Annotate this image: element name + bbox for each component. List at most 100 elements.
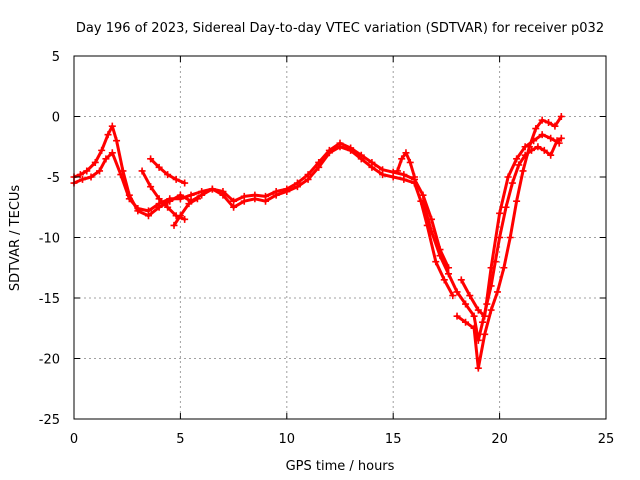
- data-point: [379, 166, 387, 174]
- x-tick-label: 15: [385, 432, 402, 447]
- data-point: [432, 258, 440, 266]
- data-point: [466, 292, 474, 300]
- data-point: [347, 144, 355, 152]
- x-tick-label: 25: [598, 432, 615, 447]
- data-point: [125, 195, 133, 203]
- data-point: [400, 171, 408, 179]
- data-point: [96, 167, 104, 175]
- data-point: [155, 163, 163, 171]
- data-point: [406, 158, 414, 166]
- series-line: [459, 133, 561, 318]
- data-point: [147, 155, 155, 163]
- data-point: [108, 122, 116, 130]
- data-point: [479, 318, 487, 326]
- data-point: [117, 171, 125, 179]
- series-trace-4: [147, 155, 189, 187]
- series-trace-1: [70, 122, 457, 300]
- y-tick-labels: 5 0 -5 -10 -15 -20 -25: [39, 50, 60, 428]
- data-point: [487, 306, 495, 314]
- data-point: [187, 191, 195, 199]
- x-tick-label: 5: [176, 432, 184, 447]
- data-point: [181, 179, 189, 187]
- data-point: [457, 276, 465, 284]
- data-point: [251, 191, 259, 199]
- data-point: [551, 122, 559, 130]
- data-point: [176, 195, 184, 203]
- data-point: [230, 197, 238, 205]
- x-tick-label: 0: [70, 432, 78, 447]
- data-point: [555, 139, 563, 147]
- data-point: [428, 227, 436, 235]
- series-trace-6: [393, 149, 418, 181]
- series-trace-5: [170, 195, 201, 229]
- series-line: [455, 115, 563, 370]
- data-point: [453, 288, 461, 296]
- y-tick-label: -5: [47, 171, 60, 186]
- data-point: [474, 364, 482, 372]
- data-point: [515, 161, 523, 169]
- data-point: [508, 179, 516, 187]
- data-point: [193, 195, 201, 203]
- plot-traces: [70, 113, 565, 372]
- chart-title: Day 196 of 2023, Sidereal Day-to-day VTE…: [76, 21, 604, 36]
- y-tick-label: 0: [52, 111, 60, 126]
- data-point: [230, 203, 238, 211]
- data-point: [198, 188, 206, 196]
- data-point: [283, 185, 291, 193]
- data-point: [481, 330, 489, 338]
- data-point: [147, 183, 155, 191]
- data-point: [530, 137, 538, 145]
- data-point: [389, 168, 397, 176]
- y-axis-label: SDTVAR / TECUs: [8, 185, 23, 292]
- data-point: [293, 179, 301, 187]
- data-point: [108, 149, 116, 157]
- data-point: [506, 234, 514, 241]
- data-point: [513, 155, 521, 163]
- data-point: [513, 197, 521, 205]
- data-point: [262, 192, 270, 200]
- data-point: [104, 131, 112, 139]
- data-point: [219, 188, 227, 196]
- data-point: [547, 134, 555, 142]
- data-point: [496, 209, 504, 217]
- data-point: [91, 158, 99, 166]
- series-trace-2: [70, 139, 453, 272]
- data-point: [79, 175, 87, 183]
- data-point: [368, 158, 376, 166]
- data-point: [181, 215, 189, 223]
- data-point: [547, 151, 555, 159]
- data-point: [481, 312, 489, 320]
- data-point: [134, 204, 142, 212]
- y-tick-label: -20: [39, 353, 60, 368]
- x-axis-label: GPS time / hours: [286, 459, 395, 474]
- x-tick-labels: 0 5 10 15 20 25: [70, 432, 614, 447]
- axis-ticks: [73, 55, 607, 420]
- y-tick-label: -10: [39, 232, 60, 247]
- data-point: [164, 171, 172, 179]
- y-tick-label: -25: [39, 413, 60, 428]
- data-point: [419, 191, 427, 199]
- data-point: [176, 212, 184, 220]
- series-trace-9: [457, 131, 563, 320]
- y-tick-label: -15: [39, 292, 60, 307]
- data-point: [325, 146, 333, 154]
- data-point: [304, 171, 312, 179]
- data-point: [315, 158, 323, 166]
- data-point: [557, 134, 565, 142]
- data-point: [540, 146, 548, 154]
- data-point: [521, 143, 529, 151]
- data-point: [83, 167, 91, 175]
- series-trace-8: [453, 113, 565, 372]
- data-point: [240, 192, 248, 200]
- data-point: [113, 137, 121, 145]
- series-line: [172, 197, 199, 227]
- data-point: [532, 125, 540, 133]
- data-point: [357, 151, 365, 159]
- x-tick-label: 10: [279, 432, 296, 447]
- data-point: [398, 155, 406, 163]
- data-point: [474, 306, 482, 314]
- data-point: [440, 276, 448, 284]
- data-point: [462, 300, 470, 308]
- data-point: [519, 167, 527, 175]
